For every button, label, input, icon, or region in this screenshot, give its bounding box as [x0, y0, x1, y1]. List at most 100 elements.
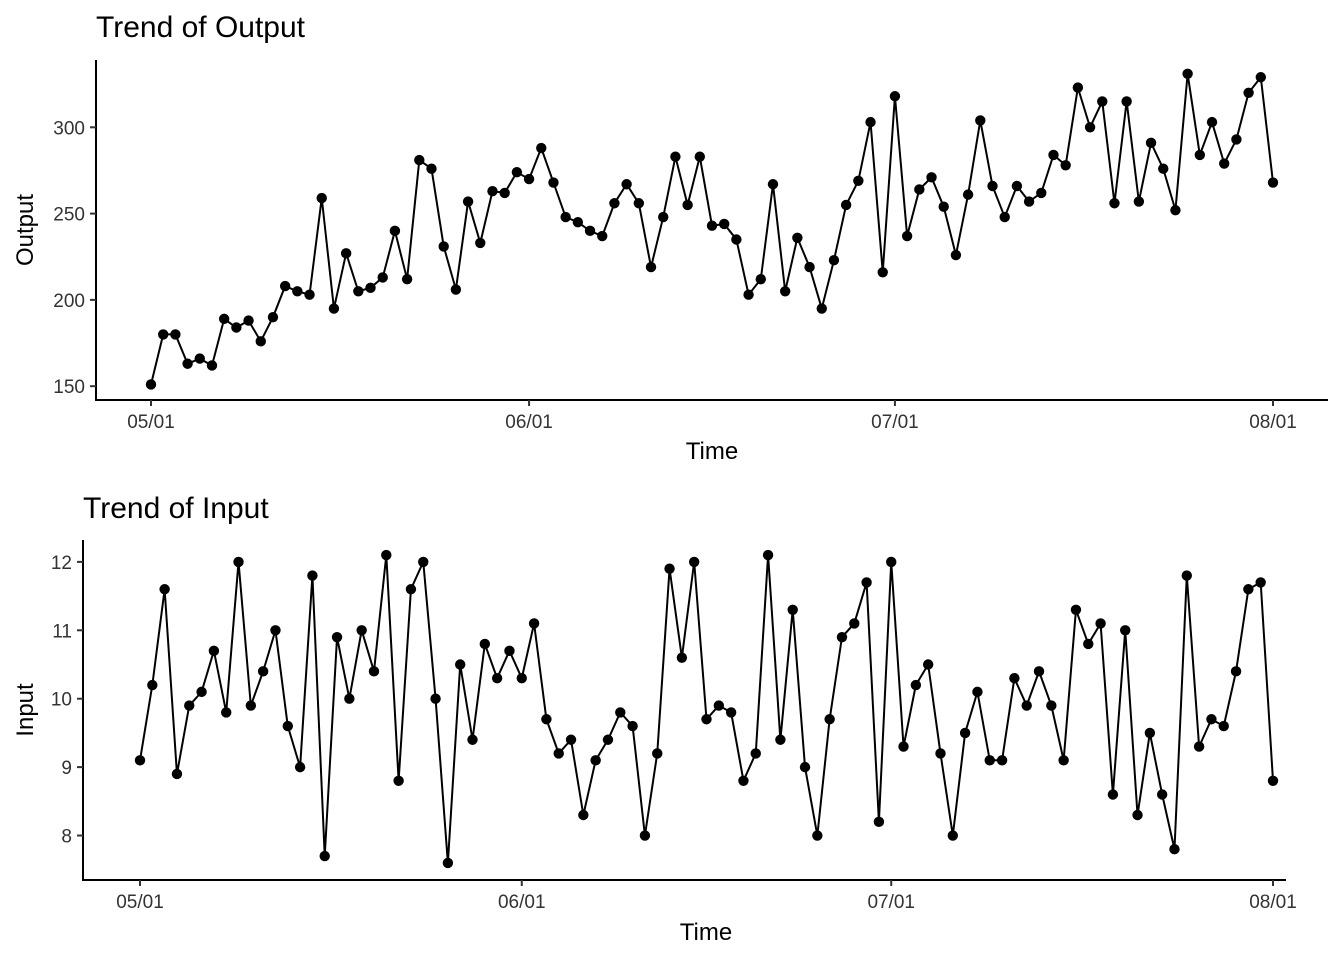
output-data-point [597, 230, 608, 242]
output-data-point [865, 116, 876, 128]
input-data-point [627, 720, 638, 732]
input-data-point [479, 638, 491, 650]
output-data-point [633, 198, 645, 209]
output-data-point [158, 329, 169, 340]
output-data-point [987, 180, 998, 192]
output-x-tick-label: 06/01 [505, 412, 553, 433]
input-data-point [257, 666, 269, 677]
input-data-point [984, 755, 995, 766]
input-data-point [959, 727, 971, 739]
output-data-point [1133, 196, 1145, 207]
input-data-point [1193, 741, 1205, 752]
output-data-point [1036, 187, 1047, 199]
output-data-point [950, 249, 962, 261]
input-data-point [701, 714, 712, 725]
output-data-point [853, 175, 864, 187]
output-data-point [231, 322, 242, 333]
input-data-point [1070, 604, 1082, 615]
input-data-point [331, 631, 343, 643]
output-data-point [1072, 82, 1084, 93]
output-data-point [316, 192, 327, 204]
input-data-point [1144, 727, 1156, 739]
input-data-point [652, 748, 663, 759]
input-data-point [516, 672, 527, 684]
output-x-tick-label: 08/01 [1249, 412, 1297, 433]
output-data-point [828, 255, 840, 266]
output-data-point [682, 199, 693, 211]
output-data-point [511, 166, 523, 178]
output-data-point [572, 217, 584, 228]
input-data-point [824, 714, 835, 725]
output-data-point [889, 91, 901, 102]
input-y-tick-label: 11 [52, 621, 72, 642]
input-data-point [1033, 666, 1045, 677]
output-chart-title: Trend of Output [96, 11, 306, 44]
input-data-point [1218, 720, 1229, 732]
output-data-point [584, 225, 596, 237]
input-y-axis-title: Input [12, 683, 39, 737]
input-data-point [1267, 775, 1279, 786]
input-data-point [393, 775, 404, 786]
output-x-tick-label: 07/01 [871, 412, 919, 433]
input-data-point [775, 734, 786, 745]
input-data-point [922, 659, 934, 670]
input-data-point [491, 672, 503, 684]
input-data-point [344, 693, 355, 704]
output-data-point [414, 154, 425, 166]
input-data-point [1120, 625, 1131, 636]
output-data-point [243, 315, 254, 326]
output-data-point [304, 289, 315, 300]
input-data-point [184, 700, 195, 711]
output-data-point [401, 273, 413, 285]
input-data-point [1058, 755, 1069, 766]
input-data-point [836, 631, 848, 643]
output-data-point [1267, 177, 1279, 188]
input-data-point [590, 755, 601, 766]
input-data-point [1169, 844, 1180, 855]
input-data-point [196, 686, 207, 698]
output-x-tick-label: 05/01 [127, 412, 175, 433]
input-data-point [147, 679, 158, 691]
input-data-point [947, 830, 958, 841]
output-data-point [1219, 158, 1230, 169]
input-data-point [1107, 789, 1119, 800]
output-data-point [1060, 160, 1071, 171]
output-data-point [706, 220, 718, 231]
output-data-point [999, 211, 1010, 223]
output-data-point [536, 142, 547, 154]
output-data-point [255, 336, 266, 347]
output-y-axis-title: Output [12, 194, 39, 266]
output-data-point [1158, 163, 1169, 174]
input-data-point [294, 761, 306, 773]
input-data-point [1156, 789, 1168, 800]
output-panel: Trend of Output Output Time 150 200 250 300… [12, 11, 1328, 465]
output-data-point [731, 234, 742, 245]
output-data-point [1097, 96, 1108, 107]
output-data-point [767, 179, 779, 190]
input-data-point [972, 686, 983, 698]
input-data-point [1181, 570, 1192, 581]
input-data-point [873, 816, 885, 828]
input-data-point [368, 666, 380, 677]
input-data-point [418, 556, 429, 568]
output-data-point [340, 248, 352, 259]
output-data-point [560, 211, 571, 223]
input-data-point [750, 748, 761, 759]
input-y-tick-label: 12 [51, 553, 72, 574]
input-data-point [725, 707, 737, 718]
output-data-point [548, 177, 559, 188]
input-x-axis-title: Time [680, 919, 732, 946]
output-y-tick-label: 250 [53, 205, 85, 226]
output-data-point [182, 358, 193, 369]
input-data-point [381, 549, 392, 561]
input-data-point [935, 748, 946, 759]
output-data-point [1109, 198, 1120, 209]
input-data-point [1009, 672, 1020, 684]
output-data-point [365, 282, 376, 294]
input-data-point [282, 720, 293, 732]
input-data-point [442, 857, 454, 869]
output-data-point [804, 261, 815, 273]
input-data-point [307, 570, 318, 581]
output-data-point [353, 286, 364, 297]
